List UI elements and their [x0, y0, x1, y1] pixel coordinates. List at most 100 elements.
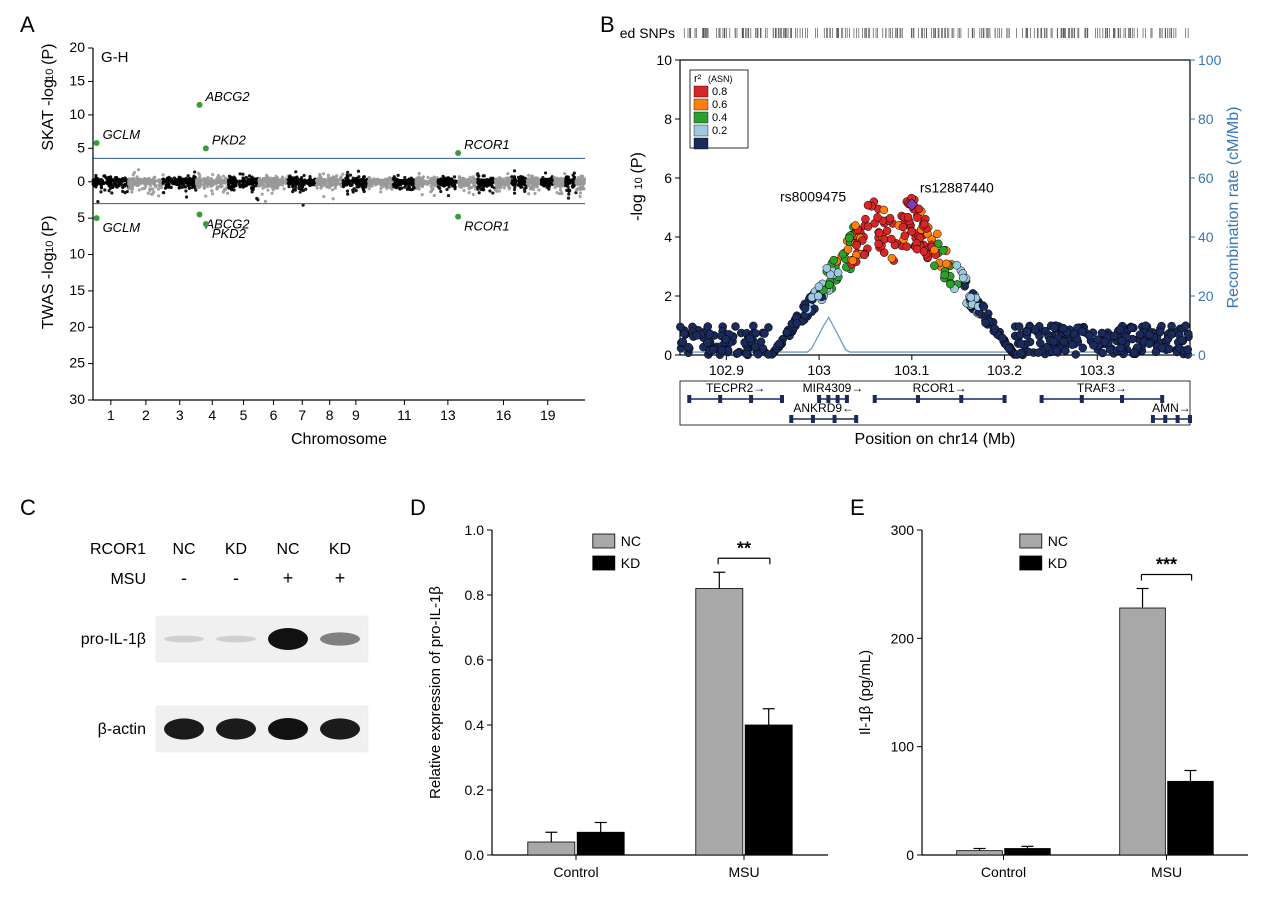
svg-text:KD: KD: [1048, 555, 1067, 571]
svg-text:0.2: 0.2: [712, 125, 727, 137]
svg-text:**: **: [737, 538, 751, 558]
svg-text:+: +: [283, 568, 294, 588]
svg-text:(ASN): (ASN): [708, 74, 733, 84]
svg-text:5: 5: [240, 407, 248, 423]
svg-text:GCLM: GCLM: [103, 220, 141, 235]
svg-text:100: 100: [1198, 52, 1222, 68]
svg-text:rs12887440: rs12887440: [920, 180, 994, 196]
svg-text:0.4: 0.4: [712, 112, 727, 124]
svg-text:TWAS -log: TWAS -log: [40, 253, 57, 330]
svg-text:8: 8: [326, 407, 334, 423]
svg-text:TRAF3→: TRAF3→: [1077, 381, 1127, 395]
svg-text:MSU: MSU: [728, 864, 759, 880]
svg-text:RCOR1: RCOR1: [464, 219, 510, 234]
svg-text:20: 20: [69, 318, 85, 334]
svg-text:ANKRD9←: ANKRD9←: [793, 401, 854, 415]
svg-text:10: 10: [44, 241, 56, 253]
svg-text:15: 15: [69, 72, 85, 88]
svg-text:Plotted SNPs: Plotted SNPs: [620, 25, 675, 41]
svg-text:0.6: 0.6: [465, 652, 485, 668]
svg-text:MSU: MSU: [1151, 864, 1182, 880]
svg-text:103.2: 103.2: [987, 362, 1022, 378]
svg-text:3: 3: [176, 407, 184, 423]
svg-text:NC: NC: [621, 533, 641, 549]
svg-text:NC: NC: [172, 541, 195, 558]
western-blot: RCOR1NCKDNCKDMSU--++pro-IL-1ββ-actin: [30, 520, 390, 880]
panel-c-label: C: [20, 495, 36, 521]
svg-text:-: -: [181, 568, 187, 588]
svg-text:(P): (P): [40, 216, 57, 237]
svg-text:ABCG2: ABCG2: [205, 89, 251, 104]
svg-text:16: 16: [496, 407, 512, 423]
svg-text:Control: Control: [553, 864, 598, 880]
svg-text:10: 10: [656, 52, 672, 68]
svg-text:7: 7: [298, 407, 306, 423]
svg-text:RCOR1→: RCOR1→: [913, 381, 967, 395]
svg-text:Recombination rate (cM/Mb): Recombination rate (cM/Mb): [1225, 107, 1242, 309]
svg-text:102.9: 102.9: [709, 362, 744, 378]
svg-text:19: 19: [540, 407, 556, 423]
svg-text:(P): (P): [629, 152, 646, 173]
svg-text:0.2: 0.2: [465, 782, 485, 798]
svg-text:11: 11: [397, 407, 412, 423]
svg-text:AMN→: AMN→: [1152, 401, 1191, 415]
svg-text:4: 4: [208, 407, 216, 423]
svg-text:Il-1β (pg/mL): Il-1β (pg/mL): [857, 650, 874, 735]
svg-text:Chromosome: Chromosome: [291, 431, 387, 448]
svg-text:NC: NC: [276, 541, 299, 558]
svg-text:300: 300: [891, 522, 915, 538]
svg-text:0.4: 0.4: [465, 717, 485, 733]
svg-text:PKD2: PKD2: [212, 226, 247, 241]
svg-text:Control: Control: [981, 864, 1026, 880]
svg-text:1: 1: [107, 407, 115, 423]
svg-text:NC: NC: [1048, 533, 1068, 549]
svg-text:G-H: G-H: [101, 49, 129, 66]
svg-text:-log: -log: [629, 194, 646, 221]
svg-text:10: 10: [633, 177, 645, 189]
svg-text:RCOR1: RCOR1: [90, 541, 146, 558]
svg-text:8: 8: [664, 111, 672, 127]
svg-text:13: 13: [440, 407, 456, 423]
svg-text:200: 200: [891, 630, 915, 646]
svg-text:0.0: 0.0: [465, 847, 485, 863]
locuszoom-plot: Plotted SNPsrs8009475rs12887440024681002…: [620, 20, 1250, 450]
bar-chart-e: 0100200300Il-1β (pg/mL)ControlMSU***NCKD: [850, 510, 1260, 900]
svg-text:pro-IL-1β: pro-IL-1β: [81, 631, 146, 648]
svg-text:(P): (P): [40, 44, 57, 65]
svg-text:103: 103: [807, 362, 831, 378]
svg-text:***: ***: [1156, 555, 1177, 575]
svg-text:rs8009475: rs8009475: [780, 188, 846, 204]
svg-text:KD: KD: [225, 541, 247, 558]
miami-plot: GCLMABCG2PKD2RCOR1GCLMABCG2PKD2RCOR10510…: [35, 30, 595, 450]
panel-b-label: B: [600, 12, 615, 38]
svg-text:Relative expression of pro-IL-: Relative expression of pro-IL-1β: [427, 586, 444, 799]
svg-text:20: 20: [69, 39, 85, 55]
svg-text:Position on chr14 (Mb): Position on chr14 (Mb): [855, 431, 1016, 448]
svg-text:β-actin: β-actin: [98, 721, 146, 738]
svg-text:6: 6: [270, 407, 278, 423]
svg-text:30: 30: [69, 391, 85, 407]
svg-text:15: 15: [69, 282, 85, 298]
svg-text:1.0: 1.0: [465, 522, 485, 538]
svg-text:r²: r²: [694, 73, 702, 85]
svg-text:GCLM: GCLM: [103, 127, 141, 142]
svg-text:0: 0: [1198, 347, 1206, 363]
svg-text:25: 25: [69, 355, 85, 371]
bar-chart-d: 0.0 0.2 0.4 0.6 0.8 1.0 Relative expression of…: [420, 510, 840, 900]
svg-text:10: 10: [69, 106, 85, 122]
svg-text:60: 60: [1198, 170, 1214, 186]
svg-text:0: 0: [664, 347, 672, 363]
svg-text:KD: KD: [621, 555, 640, 571]
panel-a-label: A: [20, 12, 35, 38]
svg-text:MIR4309→: MIR4309→: [803, 381, 864, 395]
svg-text:103.1: 103.1: [894, 362, 929, 378]
svg-text:6: 6: [664, 170, 672, 186]
svg-text:2: 2: [142, 407, 150, 423]
svg-text:100: 100: [891, 739, 915, 755]
svg-text:40: 40: [1198, 229, 1214, 245]
svg-text:0.8: 0.8: [465, 587, 485, 603]
svg-text:-: -: [233, 568, 239, 588]
svg-text:5: 5: [77, 209, 85, 225]
svg-text:103.3: 103.3: [1080, 362, 1115, 378]
svg-text:SKAT -log: SKAT -log: [40, 79, 57, 150]
